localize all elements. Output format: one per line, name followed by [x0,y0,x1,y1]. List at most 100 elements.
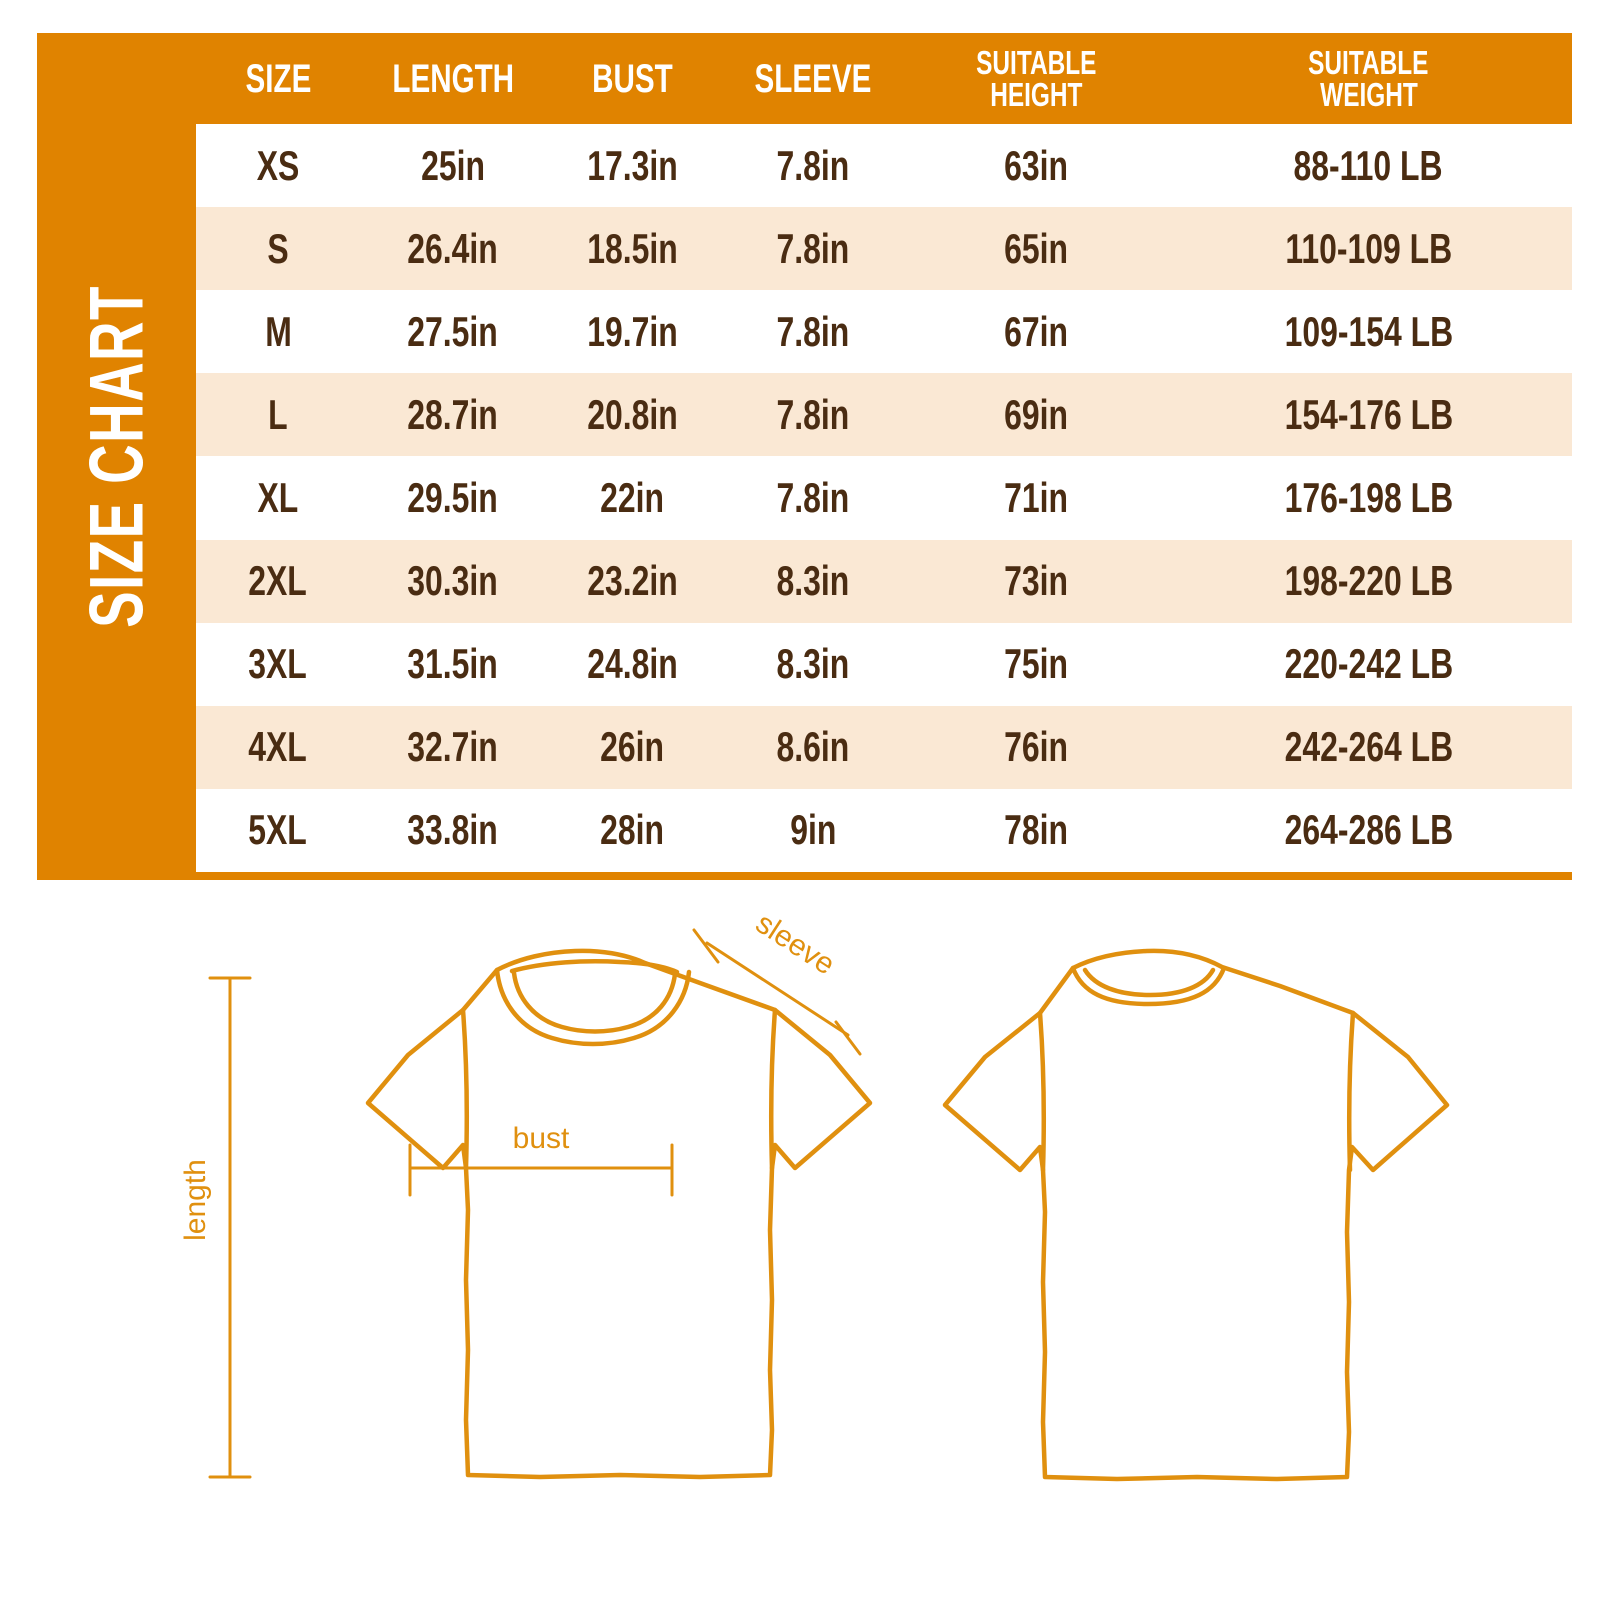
tshirt-front-neckline-outer [494,967,692,1047]
cell-size-value: XS [256,141,300,189]
cell-weight: 110-109 LB [1165,207,1572,290]
cell-bust: 18.5in [546,207,719,290]
cell-bust-value: 24.8in [587,640,678,688]
cell-height-value: 67in [1004,307,1068,355]
cell-length-value: 25in [421,141,485,189]
cell-weight: 154-176 LB [1165,373,1572,456]
cell-length-value: 29.5in [407,473,499,521]
table-header: SIZE LENGTH BUST SLEEVE SUITABLE HEIGHT … [196,33,1572,124]
column-header-suitable-weight: SUITABLE WEIGHT [1165,33,1572,124]
bust-dimension [408,1143,674,1197]
tshirt-front-collar-top [509,959,680,975]
table-row: S 26.4in 18.5in 7.8in 65in 110-109 LB [196,207,1572,291]
cell-bust: 22in [546,456,719,539]
length-dimension [208,976,252,1479]
cell-weight: 109-154 LB [1165,290,1572,373]
cell-length: 27.5in [360,290,546,373]
cell-height-value: 65in [1004,224,1068,272]
cell-weight-value: 264-286 LB [1284,806,1453,854]
table-body: XS 25in 17.3in 7.8in 63in 88-110 LB S 26.4in 18.… [196,124,1572,872]
column-header-length-label: LENGTH [392,56,514,101]
cell-bust: 24.8in [546,623,719,706]
table-row: M 27.5in 19.7in 7.8in 67in 109-154 LB [196,290,1572,374]
cell-height-value: 71in [1004,473,1068,521]
column-header-suitable-height-line1: SUITABLE [975,44,1097,82]
bust-label: bust [513,1122,570,1155]
cell-bust-value: 19.7in [587,307,678,355]
cell-bust: 17.3in [546,124,719,207]
column-header-suitable-height: SUITABLE HEIGHT [907,33,1165,124]
column-header-size-label: SIZE [245,56,311,101]
sleeve-dimension-line [705,941,850,1037]
cell-length: 33.8in [360,789,546,872]
cell-weight: 198-220 LB [1165,540,1572,623]
table-row: 5XL 33.8in 28in 9in 78in 264-286 LB [196,788,1572,872]
cell-sleeve-value: 7.8in [776,224,850,272]
cell-length-value: 30.3in [407,557,499,605]
cell-size-value: L [268,390,288,438]
cell-size: XS [196,124,360,207]
cell-length-value: 32.7in [407,723,499,771]
tshirt-measurement-diagram: length bust sleeve [0,900,1600,1520]
tshirt-back-armhole-right [1346,1010,1356,1173]
tshirt-front-armhole-left [460,1007,470,1171]
cell-weight: 88-110 LB [1165,124,1572,207]
cell-height-value: 69in [1004,390,1068,438]
cell-height: 73in [907,540,1165,623]
sleeve-tick-end [834,1020,862,1056]
cell-bust: 20.8in [546,373,719,456]
column-header-size: SIZE [196,33,360,124]
cell-sleeve-value: 8.6in [776,723,850,771]
cell-bust: 28in [546,789,719,872]
cell-sleeve: 8.3in [719,623,907,706]
cell-size: XL [196,456,360,539]
cell-length: 29.5in [360,456,546,539]
table-row: XS 25in 17.3in 7.8in 63in 88-110 LB [196,124,1572,208]
cell-size-value: 4XL [248,723,308,771]
cell-size: L [196,373,360,456]
tshirt-front-neckline-inner [511,970,678,1034]
side-panel-background [37,33,196,880]
cell-size: 5XL [196,789,360,872]
cell-length-value: 26.4in [407,224,499,272]
cell-length: 25in [360,124,546,207]
cell-length: 31.5in [360,623,546,706]
cell-size-value: S [267,224,289,272]
cell-weight: 220-242 LB [1165,623,1572,706]
cell-height: 65in [907,207,1165,290]
cell-size: 3XL [196,623,360,706]
cell-height-value: 63in [1004,141,1068,189]
cell-height-value: 75in [1004,640,1068,688]
cell-height: 76in [907,706,1165,789]
table-header-row: SIZE LENGTH BUST SLEEVE SUITABLE HEIGHT … [196,33,1572,124]
cell-bust-value: 18.5in [587,224,678,272]
cell-size-value: 3XL [248,640,308,688]
cell-weight: 176-198 LB [1165,456,1572,539]
cell-length: 26.4in [360,207,546,290]
cell-length-value: 33.8in [407,806,499,854]
cell-sleeve-value: 7.8in [776,473,850,521]
cell-sleeve-value: 7.8in [776,390,850,438]
cell-height: 78in [907,789,1165,872]
cell-length: 32.7in [360,706,546,789]
cell-weight-value: 198-220 LB [1284,557,1453,605]
tshirt-front-view [365,948,873,1480]
cell-sleeve: 7.8in [719,373,907,456]
cell-sleeve: 7.8in [719,456,907,539]
cell-height: 67in [907,290,1165,373]
column-header-sleeve-label: SLEEVE [754,56,872,101]
sleeve-tick-start [692,928,720,964]
cell-height: 71in [907,456,1165,539]
cell-sleeve: 7.8in [719,290,907,373]
cell-height: 75in [907,623,1165,706]
cell-weight-value: 154-176 LB [1284,390,1453,438]
cell-size: 2XL [196,540,360,623]
column-header-sleeve: SLEEVE [719,33,907,124]
cell-sleeve: 9in [719,789,907,872]
size-chart-title: SIZE CHART [37,33,196,880]
cell-size-value: M [264,307,292,355]
tshirt-front-armhole-right [768,1007,778,1171]
cell-weight-value: 110-109 LB [1285,224,1452,272]
cell-sleeve-value: 7.8in [776,307,850,355]
cell-sleeve-value: 7.8in [776,141,850,189]
